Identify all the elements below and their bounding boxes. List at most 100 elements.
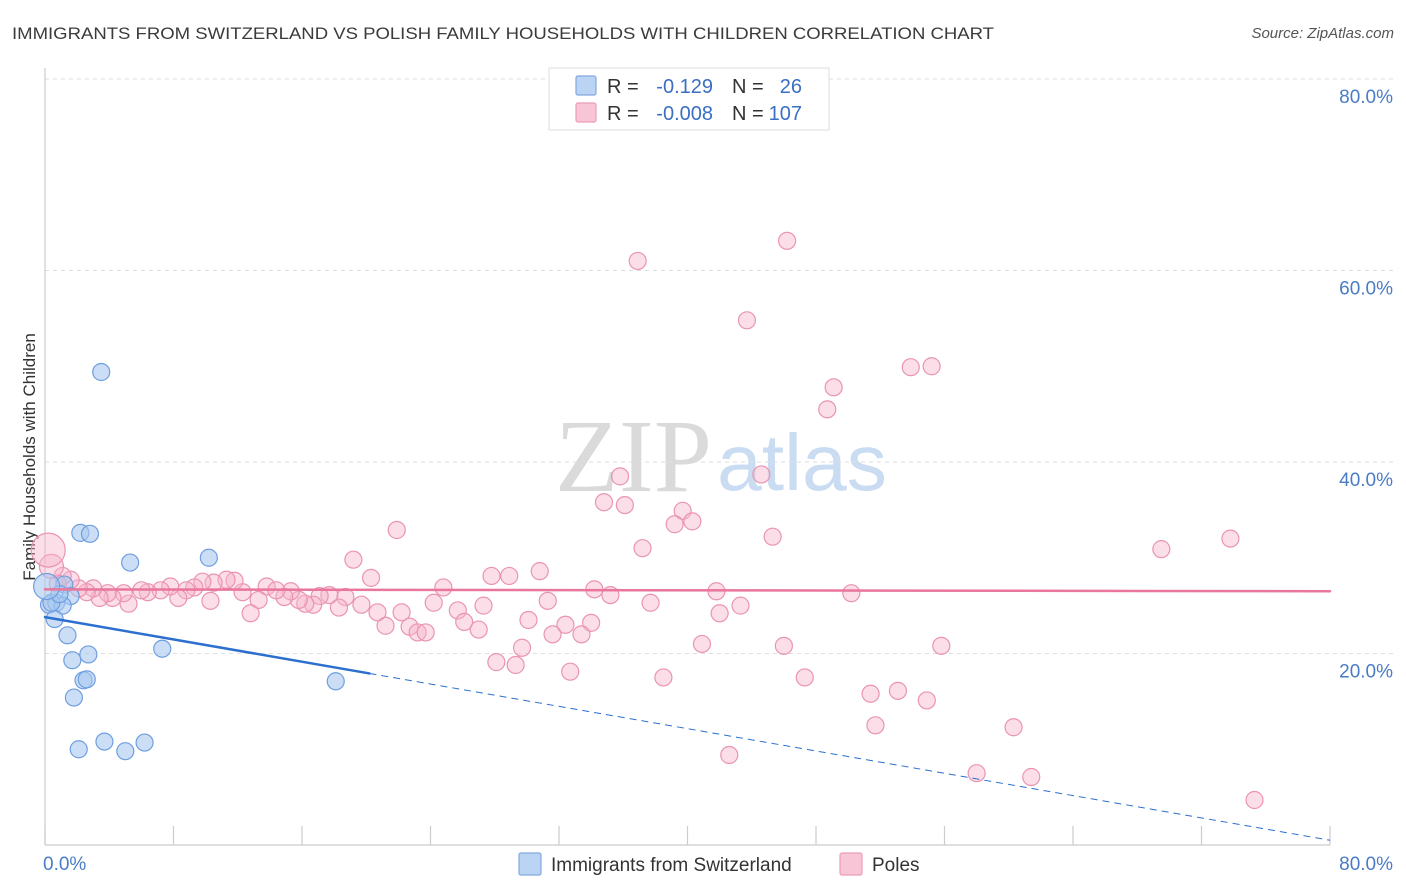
point-switzerland-21 <box>135 733 154 752</box>
point-poles-43 <box>352 595 371 614</box>
point-poles-10 <box>615 495 634 515</box>
series-legend-label-switzerland: Immigrants from Switzerland <box>551 855 792 876</box>
trendline-poles <box>43 588 1332 593</box>
point-poles-23 <box>361 568 381 587</box>
point-switzerland-22 <box>326 672 345 691</box>
point-poles-94 <box>861 684 880 703</box>
point-poles-29 <box>538 591 557 610</box>
x-axis-ticks <box>44 826 1331 845</box>
point-poles-88 <box>561 662 580 681</box>
point-poles-1 <box>628 251 647 271</box>
point-poles-67 <box>138 583 157 602</box>
y-tick-label-80: 80.0% <box>1339 87 1393 108</box>
series-legend-label-poles: Poles <box>872 855 920 876</box>
point-poles-89 <box>692 634 712 654</box>
point-poles-100 <box>967 764 986 783</box>
y-tick-label-20: 20.0% <box>1339 662 1393 683</box>
legend-r-label-switzerland: R = <box>607 76 639 98</box>
series-legend-swatch-poles <box>839 852 863 876</box>
point-switzerland-12 <box>79 645 98 664</box>
point-switzerland-17 <box>64 688 84 707</box>
point-poles-12 <box>683 512 702 531</box>
point-poles-16 <box>763 527 782 546</box>
point-poles-9 <box>594 493 614 512</box>
point-poles-84 <box>519 610 538 630</box>
point-switzerland-13 <box>63 651 82 670</box>
point-switzerland-0 <box>92 362 111 382</box>
point-poles-101 <box>1022 767 1041 787</box>
point-switzerland-11 <box>58 626 77 645</box>
point-poles-41 <box>376 616 395 635</box>
legend-n-value-poles: 107 <box>769 103 802 125</box>
points-poles <box>30 231 1264 810</box>
point-poles-40 <box>416 623 435 642</box>
y-tick-label-40: 40.0% <box>1339 470 1393 491</box>
point-poles-92 <box>654 668 673 687</box>
point-poles-3 <box>901 358 920 377</box>
point-poles-14 <box>387 520 406 540</box>
point-poles-54 <box>249 590 268 609</box>
point-switzerland-14 <box>153 639 172 658</box>
point-poles-37 <box>392 603 411 622</box>
point-poles-18 <box>1152 540 1171 559</box>
point-poles-83 <box>710 604 729 623</box>
points-switzerland <box>33 362 345 761</box>
point-switzerland-16 <box>77 670 96 689</box>
point-switzerland-2 <box>80 524 100 543</box>
point-poles-86 <box>487 653 506 672</box>
scatter-points <box>30 231 1264 810</box>
point-poles-98 <box>1004 718 1023 737</box>
point-poles-60 <box>201 591 220 610</box>
gridlines: 80.0% 60.0% 40.0% 20.0% <box>45 78 1393 683</box>
point-poles-32 <box>474 596 493 615</box>
point-poles-21 <box>482 566 501 586</box>
source-label: Source: ZipAtlas.com <box>1251 25 1394 42</box>
point-poles-13 <box>665 515 684 534</box>
point-poles-30 <box>641 593 660 612</box>
point-poles-44 <box>336 587 355 607</box>
watermark-atlas: atlas <box>717 418 887 507</box>
stats-legend: R = -0.129 N = 26 R = -0.008 N = 107 <box>548 67 830 131</box>
trendline-switzerland <box>43 615 371 675</box>
point-poles-8 <box>752 465 771 484</box>
point-switzerland-25 <box>33 572 61 601</box>
point-poles-96 <box>917 691 936 710</box>
legend-n-label-poles: N = <box>732 103 764 125</box>
legend-swatch-poles <box>575 102 597 123</box>
legend-r-label-poles: R = <box>607 103 639 125</box>
point-poles-22 <box>500 566 519 586</box>
point-poles-35 <box>455 612 474 632</box>
trendline-extension-switzerland <box>369 672 1331 841</box>
point-poles-80 <box>556 615 575 634</box>
x-axis-tick-labels: 0.0% 80.0% <box>43 854 1393 875</box>
x-tick-label-80: 80.0% <box>1339 854 1393 875</box>
point-poles-93 <box>795 668 814 687</box>
trend-lines <box>43 588 1332 841</box>
point-poles-81 <box>543 625 562 644</box>
point-poles-82 <box>572 625 591 644</box>
legend-n-label-switzerland: N = <box>732 76 764 98</box>
x-tick-label-0: 0.0% <box>43 854 86 875</box>
legend-n-value-switzerland: 26 <box>780 76 802 98</box>
point-poles-5 <box>824 378 843 397</box>
point-poles-4 <box>922 357 941 376</box>
point-poles-102 <box>1245 790 1264 810</box>
point-poles-87 <box>506 655 525 675</box>
point-poles-42 <box>368 603 387 622</box>
point-poles-15 <box>1221 529 1240 548</box>
point-poles-33 <box>424 593 443 612</box>
point-poles-97 <box>866 716 885 735</box>
point-poles-95 <box>888 681 908 700</box>
point-poles-19 <box>344 550 363 569</box>
point-poles-24 <box>434 578 453 597</box>
chart-title: IMMIGRANTS FROM SWITZERLAND VS POLISH FA… <box>12 24 994 43</box>
point-switzerland-4 <box>199 548 218 567</box>
point-switzerland-19 <box>95 732 114 751</box>
point-poles-106 <box>30 532 66 568</box>
point-poles-0 <box>777 231 797 250</box>
point-poles-55 <box>241 604 260 623</box>
point-poles-99 <box>720 745 739 765</box>
legend-r-value-poles: -0.008 <box>656 103 713 125</box>
legend-r-value-switzerland: -0.129 <box>656 76 713 98</box>
